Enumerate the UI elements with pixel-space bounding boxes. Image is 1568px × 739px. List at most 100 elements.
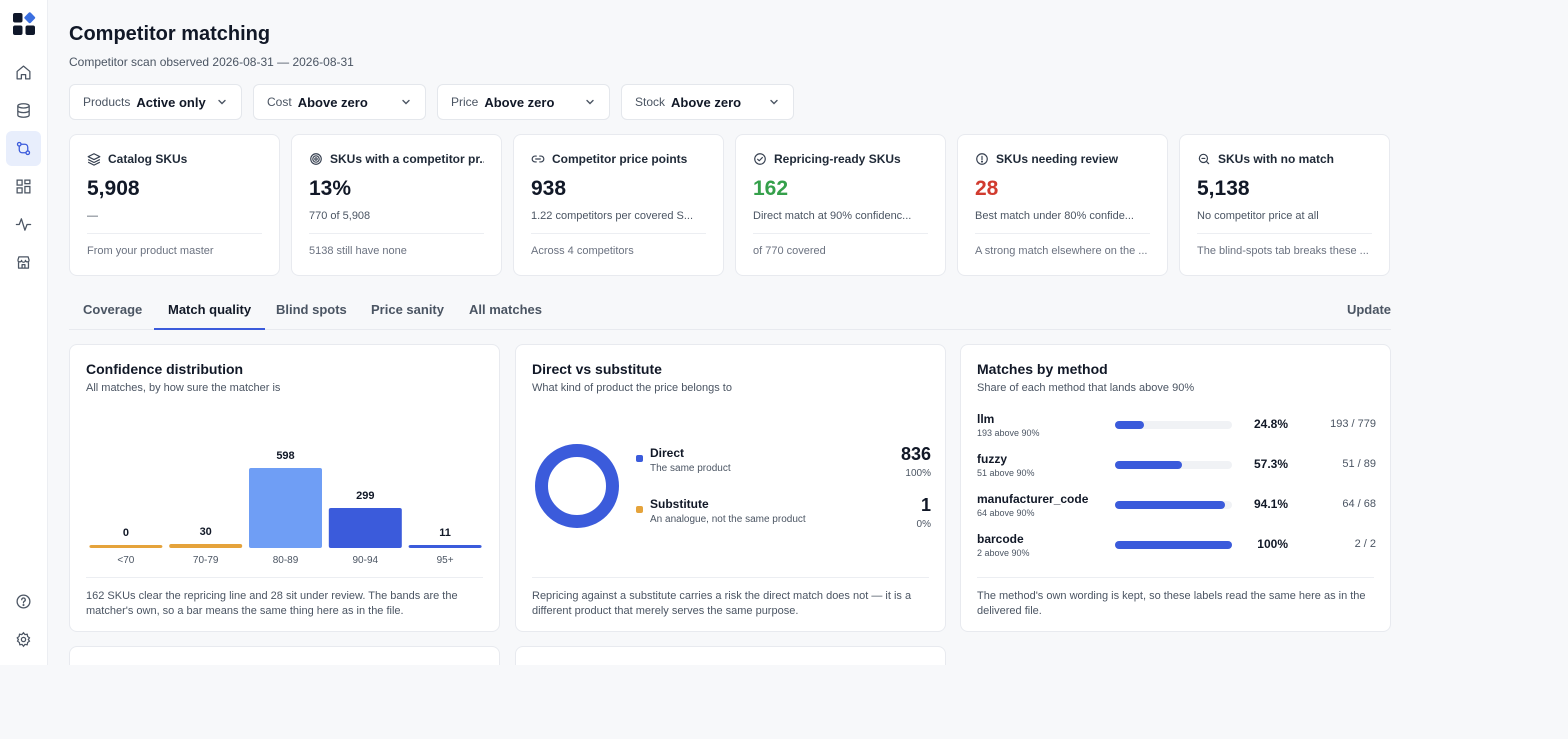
link-icon [531, 155, 545, 163]
divider [977, 577, 1374, 578]
target-icon [310, 153, 322, 165]
kpi-footnote: The blind-spots tab breaks these ... [1197, 245, 1369, 257]
kpi-note: Direct match at 90% confidenc... [753, 210, 912, 222]
bar-90-94[interactable] [328, 508, 402, 548]
method-name: manufacturer_code [977, 492, 1089, 506]
filter-label: Products [83, 95, 131, 109]
nav-matching[interactable] [6, 131, 41, 166]
kpi-footnote: Across 4 competitors [531, 245, 634, 257]
method-name: barcode [977, 532, 1024, 546]
kpi-value: 5,908 [87, 177, 140, 200]
method-subtext: 2 above 90% [977, 548, 1030, 558]
tab-price-sanity[interactable]: Price sanity [371, 302, 444, 317]
kpi-header: SKUs with no match [1197, 152, 1372, 166]
tab-coverage[interactable]: Coverage [83, 302, 143, 317]
donut-slice-direct[interactable] [535, 444, 619, 528]
filter-bar: Products Active only Cost Above zero Pri… [69, 84, 794, 120]
update-button[interactable]: Update [1346, 301, 1391, 317]
kpi-header: Competitor price points [531, 152, 706, 166]
filter-value: Above zero [297, 94, 368, 110]
filter-price[interactable]: Price Above zero [437, 84, 610, 120]
method-name: llm [977, 412, 995, 426]
method-row-fuzzy: fuzzy 51 above 90% 57.3% 51 / 89 [977, 452, 1376, 482]
divider [87, 233, 262, 234]
method-subtext: 64 above 90% [977, 508, 1035, 518]
filter-label: Stock [635, 95, 666, 109]
kpi-note: Best match under 80% confide... [975, 210, 1134, 222]
bar-<70[interactable] [89, 545, 163, 548]
divider [1197, 233, 1372, 234]
chevron-down-icon [218, 99, 226, 105]
page-title: Competitor matching [69, 23, 271, 45]
method-count: 64 / 68 [1342, 498, 1376, 510]
filter-value: Above zero [484, 94, 555, 110]
nav-activity[interactable] [6, 207, 41, 242]
legend-item-direct: Direct The same product 836 100% [636, 444, 931, 484]
method-progress-fill [1115, 541, 1232, 549]
layers-icon [87, 153, 101, 166]
kpi-card-competitor-coverage: SKUs with a competitor pr... 13% 770 of … [291, 134, 502, 276]
bar-70-79[interactable] [169, 543, 243, 548]
chevron-down-icon [770, 99, 778, 105]
method-row-manufacturer-code: manufacturer_code 64 above 90% 94.1% 64 … [977, 492, 1376, 522]
help-icon [16, 594, 31, 609]
kpi-label: Competitor price points [552, 152, 688, 166]
settings-icon [16, 631, 31, 648]
x-tick-label: 70-79 [193, 555, 219, 566]
kpi-note: No competitor price at all [1197, 210, 1319, 222]
divider [975, 233, 1150, 234]
card-title: Matches by method [977, 361, 1108, 377]
nav-store[interactable] [6, 245, 41, 280]
search-icon [1198, 153, 1210, 165]
method-progress-track [1115, 421, 1232, 429]
filter-cost[interactable]: Cost Above zero [253, 84, 426, 120]
divider [309, 233, 484, 234]
method-row-llm: llm 193 above 90% 24.8% 193 / 779 [977, 412, 1376, 442]
filter-value: Above zero [671, 94, 742, 110]
legend-swatch [636, 506, 643, 513]
filter-stock[interactable]: Stock Above zero [621, 84, 794, 120]
kpi-value: 938 [531, 177, 567, 200]
nav-home[interactable] [6, 55, 41, 90]
main-content: Competitor matching Competitor scan obse… [69, 0, 1391, 665]
method-count: 2 / 2 [1354, 538, 1376, 550]
kpi-label: SKUs with no match [1218, 152, 1335, 166]
card-matches-by-method: Matches by method Share of each method t… [960, 344, 1391, 632]
bar-95+[interactable] [408, 545, 482, 548]
app-logo[interactable] [12, 12, 36, 36]
kpi-note: — [87, 210, 98, 222]
filter-products[interactable]: Products Active only [69, 84, 242, 120]
tab-bar: Coverage Match quality Blind spots Price… [69, 290, 1391, 330]
divider [531, 233, 706, 234]
nav-help[interactable] [6, 584, 41, 619]
legend-value: 1 [920, 495, 931, 515]
divider [532, 577, 929, 578]
method-count: 193 / 779 [1330, 418, 1376, 430]
method-progress-fill [1115, 461, 1183, 469]
tab-blind-spots[interactable]: Blind spots [276, 302, 347, 317]
nav-database[interactable] [6, 93, 41, 128]
kpi-header: Repricing-ready SKUs [753, 152, 928, 166]
x-tick-label: 90-94 [353, 555, 379, 566]
kpi-value: 5,138 [1197, 177, 1250, 200]
filter-value: Active only [136, 94, 206, 110]
kpi-footnote: From your product master [87, 245, 214, 257]
nav-settings[interactable] [6, 622, 41, 657]
card-below-fold [515, 646, 946, 665]
divider [86, 577, 483, 578]
kpi-note: 770 of 5,908 [309, 210, 371, 222]
method-percent: 24.8% [1253, 417, 1288, 431]
legend-swatch [636, 455, 643, 462]
legend-percent: 100% [905, 468, 931, 479]
tab-match-quality[interactable]: Match quality [154, 290, 266, 330]
kpi-footnote: 5138 still have none [309, 245, 407, 257]
filter-label: Cost [267, 95, 292, 109]
tab-all-matches[interactable]: All matches [469, 302, 542, 317]
method-progress-track [1115, 501, 1232, 509]
bar-80-89[interactable] [249, 468, 322, 548]
card-footer: The method's own wording is kept, so the… [977, 590, 1366, 617]
card-subtitle: All matches, by how sure the matcher is [86, 382, 281, 394]
bar-value-label: 30 [200, 526, 212, 538]
bar-value-label: 299 [356, 490, 374, 502]
nav-dashboard[interactable] [6, 169, 41, 204]
